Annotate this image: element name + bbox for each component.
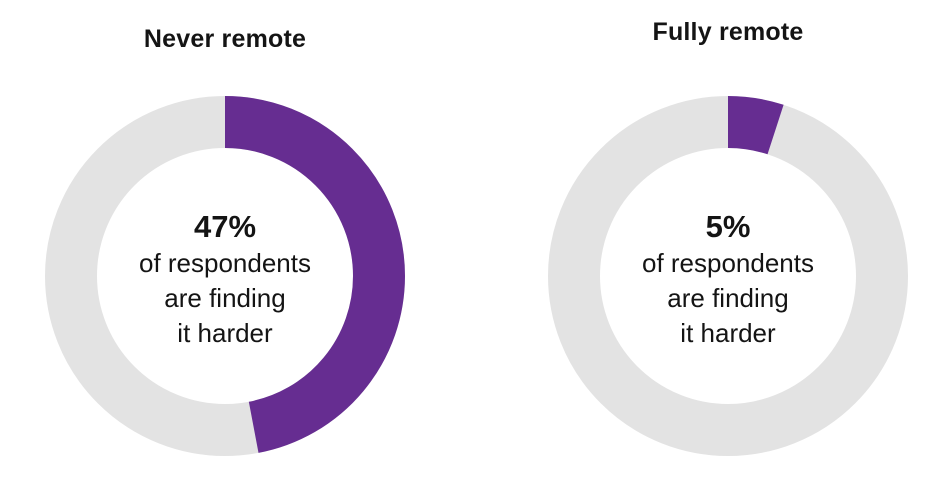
donut-chart-never-remote: Never remote 47% of respondents are find… <box>45 0 405 489</box>
center-label-line: are finding <box>164 282 286 313</box>
percent-value: 5% <box>705 208 751 244</box>
center-label-line: are finding <box>667 282 789 313</box>
chart-title: Fully remote <box>652 18 804 46</box>
donut-never-remote: 47% of respondents are finding it harder <box>45 96 405 456</box>
donut-value-arc <box>548 96 908 456</box>
donut-svg <box>45 96 405 456</box>
donut-center-label: 47% of respondents are finding it harder <box>45 96 405 456</box>
donut-fully-remote: 5% of respondents are finding it harder <box>548 96 908 456</box>
center-label-line: it harder <box>680 317 776 348</box>
center-label-line: of respondents <box>641 247 814 278</box>
percent-value: 47% <box>193 208 257 244</box>
donut-chart-fully-remote: Fully remote 5% of respondents are findi… <box>548 0 908 489</box>
chart-title: Never remote <box>143 25 307 53</box>
center-label-line: of respondents <box>138 247 311 278</box>
donut-center-label: 5% of respondents are finding it harder <box>548 96 908 456</box>
donut-svg <box>548 96 908 456</box>
donut-value-arc <box>45 96 405 456</box>
center-label-line: it harder <box>177 317 273 348</box>
